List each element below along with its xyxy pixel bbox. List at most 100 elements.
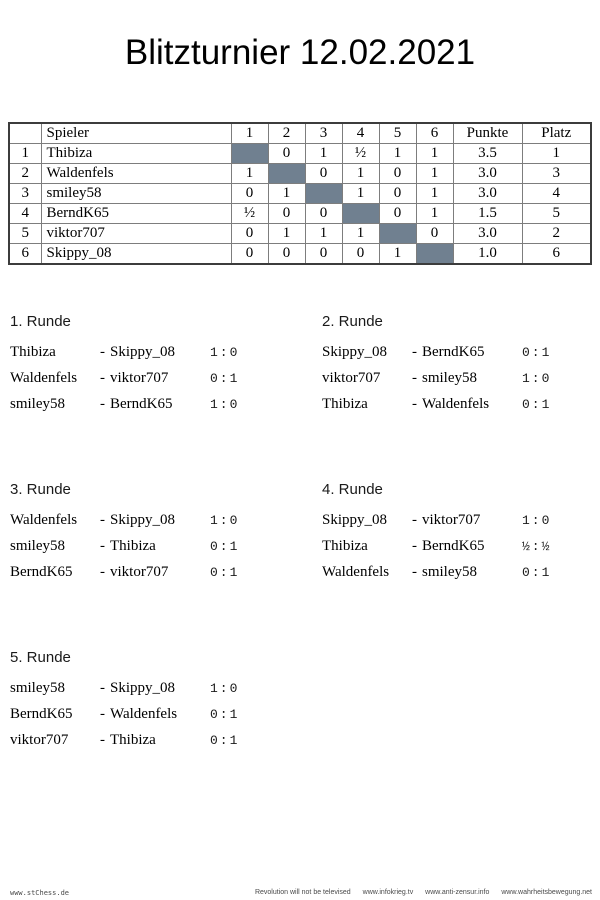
- white-player: BerndK65: [10, 706, 73, 722]
- pairing-dash: -: [412, 512, 417, 528]
- game-row: BerndK65 - Waldenfels 0:1: [10, 703, 310, 729]
- player-name: Waldenfels: [40, 163, 232, 184]
- pairing-dash: -: [100, 706, 105, 722]
- round-title: 5. Runde: [10, 649, 71, 666]
- footer-slogan: Revolution will not be televised: [254, 889, 351, 896]
- game-row: Thibiza - BerndK65 ½:½: [322, 535, 600, 561]
- footer-link-anti-zensur: www.anti-zensur.info: [425, 889, 490, 896]
- player-name: Thibiza: [40, 143, 232, 164]
- game-result: ½:½: [522, 539, 552, 554]
- result-cell: 0: [267, 243, 306, 265]
- white-player: Waldenfels: [10, 512, 78, 528]
- round-block-5: 5. Runde smiley58 - Skippy_08 1:0 BerndK…: [10, 649, 310, 755]
- pairing-dash: -: [412, 564, 417, 580]
- game-result: 1:0: [210, 345, 240, 360]
- result-cell: 0: [304, 163, 343, 184]
- game-row: Thibiza - Waldenfels 0:1: [322, 393, 600, 419]
- white-player: viktor707: [10, 732, 69, 748]
- white-player: Waldenfels: [10, 370, 78, 386]
- rank-cell: 4: [521, 183, 592, 204]
- game-row: smiley58 - Thibiza 0:1: [10, 535, 310, 561]
- rank-cell: 1: [521, 143, 592, 164]
- game-row: Waldenfels - viktor707 0:1: [10, 367, 310, 393]
- round-title: 2. Runde: [322, 313, 383, 330]
- header-col-4: 4: [341, 122, 380, 144]
- points-cell: 1.0: [452, 243, 523, 265]
- header-spieler: Spieler: [40, 122, 232, 144]
- black-player: viktor707: [110, 370, 169, 386]
- header-col-5: 5: [378, 122, 417, 144]
- player-number: 4: [8, 203, 42, 224]
- pairing-dash: -: [100, 370, 105, 386]
- black-player: Skippy_08: [110, 512, 176, 528]
- points-cell: 3.0: [452, 223, 523, 244]
- crosstable-row: 5 viktor707 0 1 1 1 0 3.0 2: [8, 223, 592, 244]
- header-col-6: 6: [415, 122, 454, 144]
- black-player: Waldenfels: [422, 396, 490, 412]
- player-name: smiley58: [40, 183, 232, 204]
- diagonal-cell: [341, 203, 380, 224]
- black-player: Skippy_08: [110, 680, 176, 696]
- result-cell: 0: [415, 223, 454, 244]
- result-cell: 1: [267, 223, 306, 244]
- black-player: BerndK65: [110, 396, 173, 412]
- round-block-1: 1. Runde Thibiza - Skippy_08 1:0 Waldenf…: [10, 313, 310, 419]
- game-row: viktor707 - smiley58 1:0: [322, 367, 600, 393]
- pairing-dash: -: [412, 538, 417, 554]
- rank-cell: 5: [521, 203, 592, 224]
- result-cell: 1: [341, 163, 380, 184]
- points-cell: 1.5: [452, 203, 523, 224]
- game-result: 0:1: [210, 539, 240, 554]
- result-cell: 1: [378, 243, 417, 265]
- crosstable-row: 1 Thibiza 0 1 ½ 1 1 3.5 1: [8, 143, 592, 164]
- white-player: Thibiza: [322, 538, 368, 554]
- footer-websites-right: Revolution will not be televised www.inf…: [255, 889, 592, 896]
- diagonal-cell: [230, 143, 269, 164]
- black-player: Thibiza: [110, 538, 156, 554]
- game-row: Skippy_08 - BerndK65 0:1: [322, 341, 600, 367]
- rank-cell: 2: [521, 223, 592, 244]
- diagonal-cell: [378, 223, 417, 244]
- footer-link-infokrieg: www.infokrieg.tv: [362, 889, 414, 896]
- black-player: viktor707: [110, 564, 169, 580]
- result-cell: 1: [267, 183, 306, 204]
- black-player: Skippy_08: [110, 344, 176, 360]
- rank-cell: 3: [521, 163, 592, 184]
- round-block-3: 3. Runde Waldenfels - Skippy_08 1:0 smil…: [10, 481, 310, 587]
- result-cell: 0: [267, 203, 306, 224]
- white-player: Skippy_08: [322, 512, 388, 528]
- result-cell: 1: [230, 163, 269, 184]
- game-row: BerndK65 - viktor707 0:1: [10, 561, 310, 587]
- round-title: 1. Runde: [10, 313, 71, 330]
- diagonal-cell: [415, 243, 454, 265]
- result-cell: 1: [304, 223, 343, 244]
- result-cell: 0: [304, 243, 343, 265]
- black-player: smiley58: [422, 564, 477, 580]
- pairing-dash: -: [100, 538, 105, 554]
- points-cell: 3.5: [452, 143, 523, 164]
- result-cell: 1: [415, 203, 454, 224]
- crosstable-header-row: Spieler 1 2 3 4 5 6 Punkte Platz: [8, 122, 592, 144]
- black-player: Thibiza: [110, 732, 156, 748]
- header-punkte: Punkte: [452, 122, 523, 144]
- game-result: 1:0: [210, 681, 240, 696]
- crosstable-row: 2 Waldenfels 1 0 1 0 1 3.0 3: [8, 163, 592, 184]
- white-player: Waldenfels: [322, 564, 390, 580]
- result-cell: ½: [230, 203, 269, 224]
- white-player: smiley58: [10, 396, 65, 412]
- game-result: 0:1: [522, 565, 552, 580]
- white-player: viktor707: [322, 370, 381, 386]
- player-number: 2: [8, 163, 42, 184]
- player-name: Skippy_08: [40, 243, 232, 265]
- header-col-3: 3: [304, 122, 343, 144]
- game-result: 1:0: [210, 513, 240, 528]
- footer-website-left: www.stChess.de: [10, 889, 70, 897]
- player-number: 1: [8, 143, 42, 164]
- game-row: smiley58 - BerndK65 1:0: [10, 393, 310, 419]
- black-player: viktor707: [422, 512, 481, 528]
- pairing-dash: -: [100, 680, 105, 696]
- white-player: smiley58: [10, 538, 65, 554]
- header-col-2: 2: [267, 122, 306, 144]
- game-row: Skippy_08 - viktor707 1:0: [322, 509, 600, 535]
